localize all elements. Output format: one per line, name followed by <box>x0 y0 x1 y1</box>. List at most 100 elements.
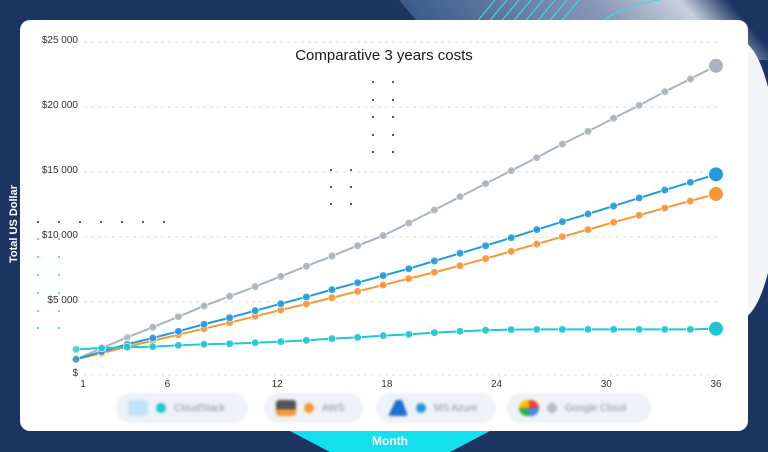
data-point[interactable] <box>708 320 724 337</box>
data-point[interactable] <box>686 196 695 206</box>
data-point[interactable] <box>302 336 311 345</box>
data-point[interactable] <box>455 327 465 336</box>
data-point[interactable] <box>225 313 234 322</box>
data-point[interactable] <box>635 101 644 110</box>
data-point[interactable] <box>455 249 465 258</box>
legend-item-ms-azure[interactable]: MS Azure <box>376 393 496 423</box>
data-point[interactable] <box>558 139 567 149</box>
data-point[interactable] <box>199 301 209 311</box>
data-point[interactable] <box>353 333 362 342</box>
data-point[interactable] <box>174 341 183 350</box>
data-point[interactable] <box>583 127 593 136</box>
data-point[interactable] <box>379 280 388 290</box>
data-point[interactable] <box>532 153 541 162</box>
legend-dot <box>156 403 166 413</box>
data-point[interactable] <box>430 328 439 337</box>
x-axis-label: Month <box>372 434 408 448</box>
data-point[interactable] <box>302 262 311 271</box>
legend-label: Google Cloud <box>565 402 627 414</box>
data-point[interactable] <box>708 185 724 202</box>
data-point[interactable] <box>481 241 490 250</box>
data-point[interactable] <box>353 287 362 296</box>
data-point[interactable] <box>481 179 490 188</box>
data-point[interactable] <box>251 306 260 315</box>
data-point[interactable] <box>558 325 567 334</box>
data-point[interactable] <box>430 256 439 266</box>
data-point[interactable] <box>558 217 567 226</box>
data-point[interactable] <box>148 323 157 332</box>
data-point[interactable] <box>276 272 285 281</box>
data-point[interactable] <box>583 325 593 334</box>
data-point[interactable] <box>481 326 490 335</box>
data-point[interactable] <box>660 185 669 195</box>
data-point[interactable] <box>379 331 388 340</box>
data-point[interactable] <box>609 201 618 211</box>
data-point[interactable] <box>251 282 260 291</box>
data-point[interactable] <box>302 299 311 309</box>
data-point[interactable] <box>379 231 388 240</box>
legend-item-google-cloud[interactable]: Google Cloud <box>507 393 651 423</box>
data-point[interactable] <box>404 264 413 273</box>
data-point[interactable] <box>609 114 618 123</box>
data-point[interactable] <box>327 251 337 261</box>
data-point[interactable] <box>532 325 541 334</box>
data-point[interactable] <box>327 285 337 294</box>
decorative-dots <box>37 221 165 329</box>
data-point[interactable] <box>660 203 669 213</box>
legend-item-cloudstack[interactable]: CloudStack <box>116 393 248 423</box>
data-point[interactable] <box>199 320 209 329</box>
data-point[interactable] <box>558 232 567 241</box>
data-point[interactable] <box>635 193 644 203</box>
data-point[interactable] <box>302 292 311 302</box>
data-point[interactable] <box>71 355 81 364</box>
data-point[interactable] <box>174 312 183 321</box>
data-point[interactable] <box>609 218 618 227</box>
data-point[interactable] <box>327 334 337 343</box>
data-point[interactable] <box>148 342 157 351</box>
data-point[interactable] <box>404 330 413 339</box>
data-point[interactable] <box>507 247 516 256</box>
data-point[interactable] <box>686 178 695 187</box>
data-point[interactable] <box>404 274 413 283</box>
data-point[interactable] <box>635 325 644 334</box>
data-point[interactable] <box>455 261 465 270</box>
data-point[interactable] <box>708 57 724 74</box>
data-point[interactable] <box>481 254 490 263</box>
data-point[interactable] <box>353 278 362 287</box>
data-point[interactable] <box>430 268 439 277</box>
data-point[interactable] <box>609 325 618 334</box>
data-point[interactable] <box>583 225 593 234</box>
data-point[interactable] <box>251 338 260 347</box>
data-point[interactable] <box>276 337 285 346</box>
data-point[interactable] <box>353 241 362 250</box>
data-point[interactable] <box>507 233 516 242</box>
data-point[interactable] <box>225 292 234 301</box>
data-point[interactable] <box>507 325 516 334</box>
data-point[interactable] <box>404 218 413 228</box>
data-point[interactable] <box>635 211 644 220</box>
data-point[interactable] <box>148 333 157 343</box>
data-point[interactable] <box>686 325 695 334</box>
data-point[interactable] <box>660 87 669 96</box>
data-point[interactable] <box>199 340 209 349</box>
data-point[interactable] <box>97 343 106 353</box>
data-point[interactable] <box>660 325 669 334</box>
data-point[interactable] <box>455 192 465 201</box>
data-point[interactable] <box>507 166 516 175</box>
data-point[interactable] <box>430 205 439 215</box>
chart-card <box>20 20 748 431</box>
data-point[interactable] <box>379 271 388 280</box>
data-point[interactable] <box>708 166 724 183</box>
data-point[interactable] <box>327 293 337 302</box>
data-point[interactable] <box>532 225 541 234</box>
data-point[interactable] <box>276 299 285 308</box>
cloudstack-logo-icon <box>128 400 148 416</box>
data-point[interactable] <box>686 74 695 84</box>
data-point[interactable] <box>123 343 132 352</box>
data-point[interactable] <box>71 345 81 354</box>
data-point[interactable] <box>532 239 541 249</box>
data-point[interactable] <box>583 209 593 219</box>
data-point[interactable] <box>225 339 234 348</box>
data-point[interactable] <box>174 327 183 336</box>
legend-item-aws[interactable]: AWS <box>264 393 363 423</box>
